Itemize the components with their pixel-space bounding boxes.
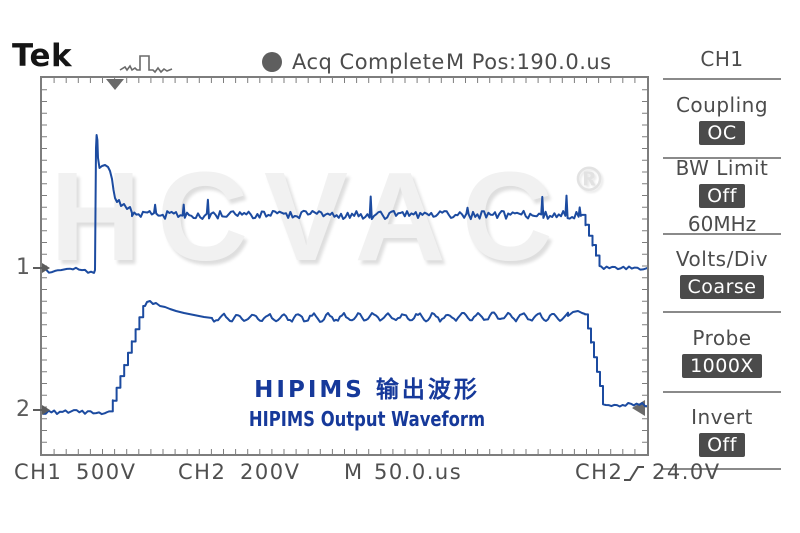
ch2-ground-marker[interactable]: 2 [16, 397, 50, 422]
menu-label: Volts/Div [675, 247, 769, 271]
rising-edge-icon [624, 466, 644, 481]
menu-value-badge: Off [699, 432, 745, 457]
trigger-position-marker[interactable] [106, 79, 124, 90]
menu-value-badge: Coarse [679, 275, 765, 299]
soft-menu: CH1 Coupling OC BW Limit Off 60MHz Volts/Div Co… [652, 40, 792, 470]
timebase-value: 50.0.us [374, 460, 463, 484]
trigger-waveform-icon [119, 55, 173, 74]
ch1-trace [42, 134, 647, 274]
menu-divider [663, 468, 781, 470]
annotation-title-en: HIPIMS Output Waveform [248, 407, 486, 431]
ch1-ground-marker[interactable]: 1 [16, 255, 50, 280]
menu-channel-title: CH1 [700, 47, 744, 71]
right-arrow-icon [33, 262, 50, 273]
ch2-trace [42, 300, 647, 416]
tek-logo: Tek [12, 38, 73, 74]
registered-mark: ® [572, 160, 606, 200]
menu-divider [663, 233, 781, 235]
ch2-marker-label: 2 [16, 397, 30, 422]
acq-status-text: Acq Complete [292, 50, 445, 74]
menu-value-badge: OC [699, 120, 745, 145]
menu-divider [663, 157, 781, 159]
right-arrow-icon [33, 404, 50, 415]
menu-label: Invert [691, 404, 753, 429]
trigger-level-marker[interactable] [632, 400, 645, 416]
menu-item-invert[interactable]: Invert Off [652, 393, 792, 468]
menu-label: BW Limit [675, 156, 769, 180]
ch1-scale-value: 500V [76, 460, 137, 484]
m-pos-readout: M Pos:190.0.us [446, 50, 612, 74]
menu-item-volts-div[interactable]: Volts/Div Coarse [652, 235, 792, 311]
annotation-title-cn: HIPIMS 输出波形 [254, 377, 480, 403]
menu-sub-value: 60MHz [687, 212, 757, 236]
timebase-label: M [344, 460, 364, 484]
ch2-scale-label: CH2 [178, 460, 227, 484]
ch2-scale-value: 200V [240, 460, 301, 484]
menu-item-coupling[interactable]: Coupling OC [652, 80, 792, 157]
menu-label: Probe [692, 326, 752, 350]
menu-label: Coupling [675, 92, 769, 117]
waveform-annotation: HIPIMS 输出波形 HIPIMS Output Waveform [192, 370, 542, 431]
menu-value-badge: Off [699, 184, 745, 208]
menu-item-bw-limit[interactable]: BW Limit Off 60MHz [652, 156, 792, 236]
menu-divider [663, 391, 781, 393]
menu-divider [663, 78, 781, 80]
ch1-marker-label: 1 [16, 255, 30, 280]
scope-display: HCVAC ® HIPIMS 输出波形 HIPIMS Output Wavefo… [40, 76, 649, 456]
trigger-level-value: 24.0V [652, 460, 721, 484]
menu-divider [663, 311, 781, 313]
acquisition-status-icon [262, 52, 282, 72]
waveform-canvas [42, 78, 647, 454]
trigger-source-label: CH2 [575, 460, 624, 484]
menu-item-ch1[interactable]: CH1 [652, 40, 792, 78]
menu-item-probe[interactable]: Probe 1000X [652, 313, 792, 391]
graticule-ticks [42, 78, 647, 454]
ch1-scale-label: CH1 [14, 460, 63, 484]
menu-value-badge: 1000X [682, 354, 762, 378]
